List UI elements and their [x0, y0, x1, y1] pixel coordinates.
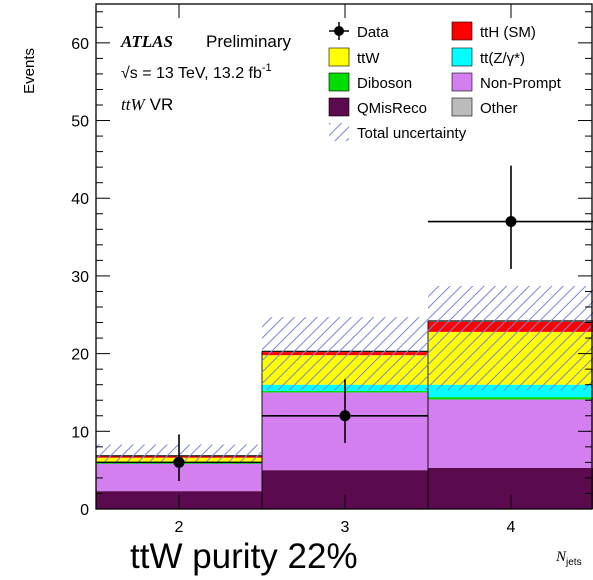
atlas-label: ATLAS: [120, 32, 173, 51]
y-tick-label: 60: [71, 36, 89, 53]
legend: Data ttH (SM) ttW tt(Z/γ*) Diboson Non-Prompt…: [328, 21, 562, 142]
y-tick-label: 50: [71, 114, 89, 131]
legend-label: QMisReco: [357, 100, 427, 117]
bar-segment: [428, 397, 593, 400]
legend-label: Non-Prompt: [480, 75, 562, 92]
legend-swatch: [451, 47, 473, 67]
legend-swatch-hatch: [329, 123, 349, 141]
preliminary-label: Preliminary: [206, 32, 292, 51]
y-tick-label: 0: [80, 502, 89, 519]
legend-label: ttW: [357, 50, 380, 67]
y-tick-label: 30: [71, 269, 89, 286]
data-points: [96, 165, 593, 482]
x-axis-label: Njets: [555, 549, 582, 568]
legend-label: Diboson: [357, 75, 412, 92]
uncertainty-band: [428, 286, 593, 391]
legend-label: Other: [480, 100, 518, 117]
data-point: [173, 456, 185, 468]
legend-label: ttH (SM): [480, 24, 536, 41]
plot-frame: [95, 3, 593, 510]
legend-swatch: [328, 97, 350, 117]
x-tick-label: 4: [507, 519, 516, 536]
data-point: [339, 410, 351, 422]
legend-swatch: [451, 21, 473, 41]
y-tick-label: 40: [71, 191, 89, 208]
legend-label: tt(Z/γ*): [480, 50, 525, 67]
legend-data-marker: [334, 26, 344, 36]
legend-swatch: [328, 47, 350, 67]
x-tick-label: 2: [175, 519, 184, 536]
legend-swatch: [451, 72, 473, 92]
bar-segment: [428, 399, 593, 468]
legend-swatch: [328, 72, 350, 92]
data-point: [505, 216, 517, 228]
axis-ticks: 0 10 20 30 40 50 60 2 3 4: [71, 4, 592, 536]
y-tick-label: 10: [71, 424, 89, 441]
energy-lumi-label: √s = 13 TeV, 13.2 fb-1: [121, 62, 272, 82]
y-axis-label: Events: [21, 48, 38, 94]
legend-swatch: [451, 97, 473, 117]
uncertainty-band: [262, 317, 428, 391]
legend-label: Data: [357, 24, 389, 41]
y-tick-label: 20: [71, 347, 89, 364]
legend-label: Total uncertainty: [357, 125, 467, 142]
region-label: ttW VR: [121, 95, 173, 114]
x-tick-label: 3: [341, 519, 350, 536]
purity-caption: ttW purity 22%: [130, 537, 358, 576]
